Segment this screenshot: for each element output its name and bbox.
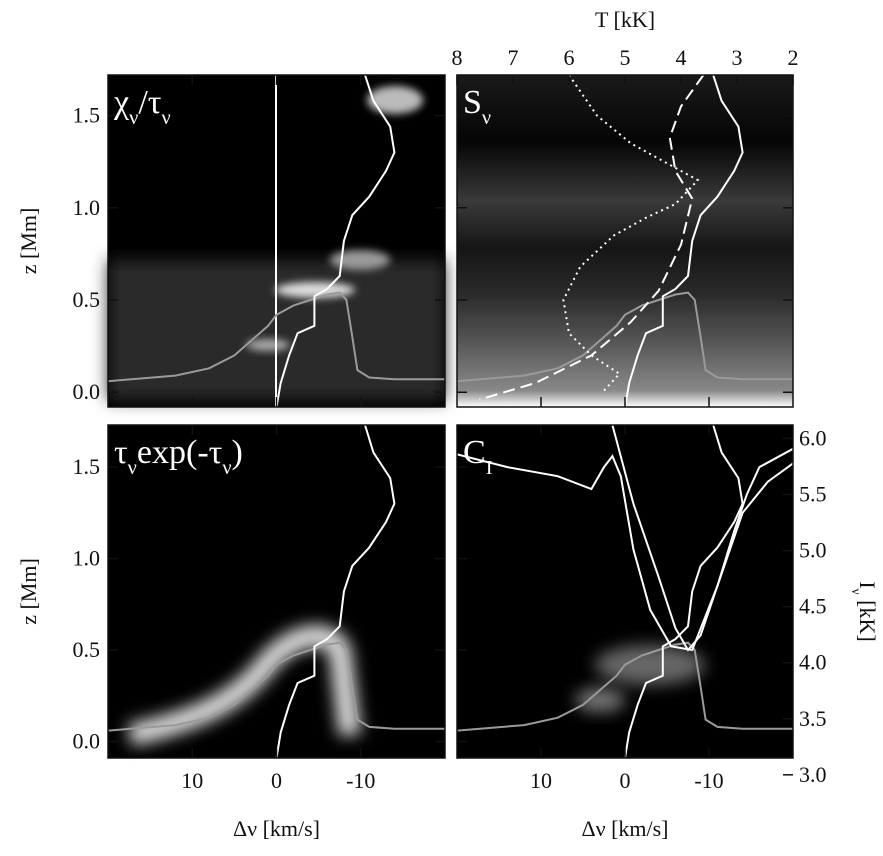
x-tick-label: -10 bbox=[694, 768, 723, 793]
x-axis-label: Δν [km/s] bbox=[581, 816, 668, 841]
x2-tick-label: 5 bbox=[620, 45, 631, 70]
y2-tick-label: 4.0 bbox=[799, 650, 827, 675]
heatmap bbox=[457, 425, 793, 758]
panel-label-part: ν bbox=[128, 457, 137, 479]
x2-tick-label: 8 bbox=[452, 45, 463, 70]
x-axis-label-part: Δν [km/s] bbox=[581, 816, 668, 841]
y2-axis-label-part: I bbox=[855, 581, 880, 588]
x2-axis-label-part: T [kK] bbox=[595, 7, 655, 32]
y2-tick-label: 4.5 bbox=[799, 594, 827, 619]
curve bbox=[108, 291, 445, 383]
x2-tick-label: 7 bbox=[508, 45, 519, 70]
y2-tick-label: 5.5 bbox=[799, 482, 827, 507]
curve bbox=[457, 291, 793, 383]
curve bbox=[275, 75, 396, 407]
heatmap bbox=[595, 645, 705, 685]
panel-label-part: C bbox=[463, 434, 486, 471]
plot-lines bbox=[457, 75, 793, 407]
panel-label: χν/τν bbox=[113, 84, 171, 129]
panel-label-part: I bbox=[486, 457, 493, 479]
y2-axis-label: Iν [kK] bbox=[850, 581, 881, 641]
y-axis-label: z [Mm] bbox=[16, 558, 41, 625]
y-tick-label: 1.0 bbox=[73, 546, 101, 571]
y-tick-label: 0.0 bbox=[73, 729, 101, 754]
panel-label-part: /τ bbox=[138, 84, 161, 121]
panel-label-part: exp(-τ bbox=[137, 434, 222, 471]
y2-axis-label-part: ν bbox=[850, 589, 865, 595]
x-tick-label: -10 bbox=[346, 768, 375, 793]
x-tick-label: 0 bbox=[620, 768, 631, 793]
y2-axis-label-part: [kK] bbox=[855, 595, 880, 642]
curve bbox=[457, 641, 793, 732]
x2-tick-label: 3 bbox=[732, 45, 743, 70]
x-axis-label-part: Δν [km/s] bbox=[233, 816, 320, 841]
curve bbox=[611, 425, 793, 652]
heatmap bbox=[108, 425, 445, 758]
x-tick-label: 0 bbox=[271, 768, 282, 793]
curve bbox=[275, 425, 396, 758]
panel-label: Sν bbox=[463, 84, 491, 129]
heatmap bbox=[246, 339, 290, 351]
panel-label: τνexp(-τν) bbox=[114, 434, 243, 479]
y2-tick-label: 3.5 bbox=[799, 706, 827, 731]
panel-label-part: ν bbox=[222, 457, 231, 479]
y-axis-label: z [Mm] bbox=[16, 208, 41, 275]
panel-label: CI bbox=[463, 434, 493, 479]
heatmap-backgrounds bbox=[108, 75, 793, 758]
y-tick-label: 1.5 bbox=[73, 454, 101, 479]
y-axis-label-part: z [Mm] bbox=[16, 558, 41, 625]
y-axis-label-part: z [Mm] bbox=[16, 208, 41, 275]
curve bbox=[108, 641, 445, 732]
heatmap bbox=[575, 688, 625, 712]
plot-lines bbox=[108, 75, 445, 407]
heatmap bbox=[457, 75, 793, 407]
y-tick-label: 0.5 bbox=[73, 287, 101, 312]
panel-label-part: ) bbox=[232, 434, 243, 471]
plot-lines bbox=[108, 425, 445, 758]
x-axis-label: Δν [km/s] bbox=[233, 816, 320, 841]
y-tick-label: 0.5 bbox=[73, 637, 101, 662]
y-tick-label: 1.0 bbox=[73, 195, 101, 220]
heatmap bbox=[330, 250, 390, 270]
curve bbox=[624, 425, 744, 758]
panel-label-part: S bbox=[463, 84, 482, 121]
panel-label-part: ν bbox=[482, 107, 491, 129]
panel-label-part: τ bbox=[114, 434, 128, 471]
curve bbox=[624, 75, 744, 407]
x2-tick-label: 4 bbox=[676, 45, 687, 70]
x2-tick-label: 6 bbox=[564, 45, 575, 70]
y-tick-label: 1.5 bbox=[73, 103, 101, 128]
panel-label-part: ν bbox=[161, 107, 170, 129]
panel-label-part: ν bbox=[129, 107, 138, 129]
curve bbox=[457, 453, 793, 652]
y2-tick-label: 3.0 bbox=[799, 762, 827, 787]
y2-tick-label: 6.0 bbox=[799, 425, 827, 450]
x-tick-label: 10 bbox=[181, 768, 203, 793]
y-tick-label: 0.0 bbox=[73, 379, 101, 404]
x2-tick-label: 2 bbox=[788, 45, 799, 70]
curve bbox=[479, 75, 705, 401]
plot-lines bbox=[457, 425, 793, 758]
x-tick-label: 10 bbox=[530, 768, 552, 793]
y2-tick-label: 5.0 bbox=[799, 538, 827, 563]
heatmap bbox=[367, 86, 423, 114]
x2-axis-label: T [kK] bbox=[595, 7, 655, 32]
panel-label-part: χ bbox=[113, 84, 129, 121]
curve bbox=[562, 75, 700, 393]
